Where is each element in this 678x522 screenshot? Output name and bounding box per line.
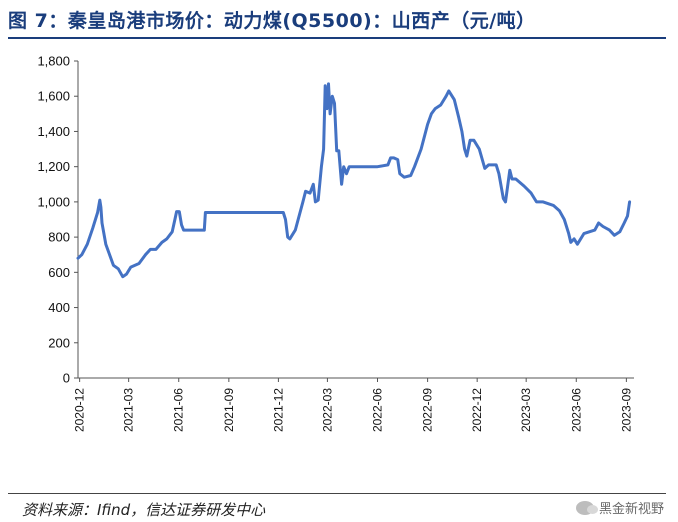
x-tick-label: 2021-03 [122, 388, 136, 432]
x-tick-label: 2021-12 [271, 388, 285, 432]
figure-title: 图 7：秦皇岛港市场价：动力煤(Q5500)：山西产（元/吨） [8, 10, 536, 32]
x-tick-label: 2020-12 [73, 388, 87, 432]
x-tick-label: 2023-06 [569, 388, 583, 432]
y-tick-label: 1,600 [37, 89, 70, 104]
x-tick-label: 2022-09 [421, 388, 435, 432]
watermark-text: 黑金新视野 [598, 502, 664, 517]
axes: 0 200 400 600 800 1,000 1,200 1,400 1,600 1,800 20… [37, 54, 634, 432]
x-tick-label: 2022-03 [320, 388, 334, 432]
x-tick-label: 2021-06 [172, 388, 186, 432]
y-tick-label: 1,400 [37, 124, 70, 139]
x-tick-label: 2021-09 [222, 388, 236, 432]
source-note: 资料来源：Ifind，信达证券研发中心 [22, 501, 266, 519]
y-tick-label: 1,200 [37, 159, 70, 174]
wechat-icon [575, 500, 598, 515]
y-tick-label: 0 [63, 371, 70, 386]
x-tick-label: 2022-06 [371, 388, 385, 432]
watermark: 黑金新视野 [575, 498, 664, 517]
y-tick-label: 800 [48, 230, 70, 245]
title-divider [8, 37, 666, 39]
footer-divider [8, 493, 666, 494]
y-tick-label: 1,000 [37, 194, 70, 209]
x-tick-label: 2022-12 [470, 388, 484, 432]
x-tick-label: 2023-03 [519, 388, 533, 432]
series-layer [76, 82, 632, 279]
series-line [76, 82, 632, 279]
x-tick-label: 2023-09 [619, 388, 633, 432]
y-tick-label: 200 [48, 335, 70, 350]
y-tick-label: 400 [48, 300, 70, 315]
y-tick-label: 600 [48, 265, 70, 280]
y-tick-label: 1,800 [37, 54, 70, 69]
